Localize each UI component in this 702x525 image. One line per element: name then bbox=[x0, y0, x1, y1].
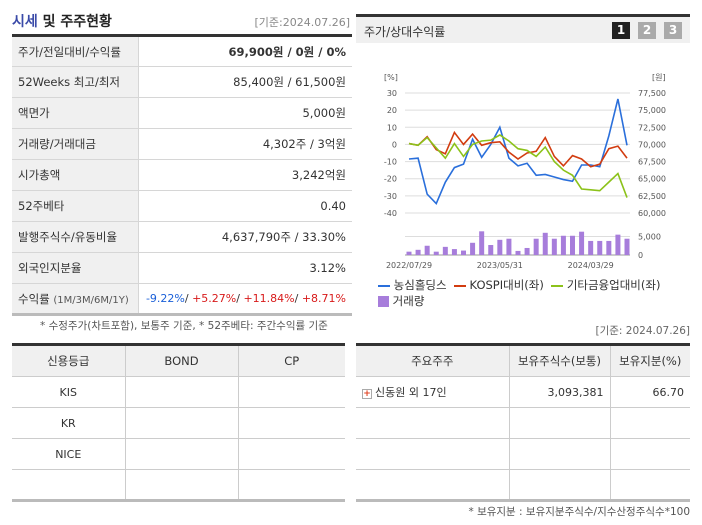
volume-bar bbox=[533, 238, 539, 255]
volume-bar bbox=[515, 250, 521, 255]
table-row-returns: 수익률 (1M/3M/6M/1Y) -9.22%/ +5.27%/ +11.84… bbox=[12, 283, 352, 315]
volume-bar bbox=[451, 249, 457, 255]
volume-bar bbox=[488, 245, 494, 255]
table-row: + 신동원 외 17인 3,093,381 66.70 bbox=[356, 376, 690, 408]
summary-note: * 수정주가(차트포함), 보통주 기준, * 52주베타: 주간수익률 기준 bbox=[40, 320, 328, 332]
table-row: 외국인지분율 3.12% bbox=[12, 252, 352, 284]
left-tick-label: 20 bbox=[387, 106, 397, 115]
price-summary-table: 주가/전일대비/수익률 69,900원 / 0원 / 0% 52Weeks 최고/… bbox=[12, 34, 352, 316]
table-row: KR bbox=[12, 407, 345, 439]
right-tick-label: 75,000 bbox=[638, 106, 666, 115]
volume-bar bbox=[461, 250, 466, 255]
volume-bar bbox=[470, 242, 476, 255]
left-tick-label: -40 bbox=[384, 209, 397, 218]
table-row: 액면가 5,000원 bbox=[12, 97, 352, 129]
table-row: 거래량/거래대금 4,302주 / 3억원 bbox=[12, 128, 352, 160]
right-tick-label: 65,000 bbox=[638, 175, 666, 184]
right-tick-label: 72,500 bbox=[638, 123, 666, 132]
table-row: 52Weeks 최고/최저 85,400원 / 61,500원 bbox=[12, 66, 352, 98]
volume-bar bbox=[506, 238, 512, 255]
chart-page-3-button[interactable]: 3 bbox=[664, 22, 682, 39]
table-row: KIS bbox=[12, 376, 345, 408]
volume-bar bbox=[415, 249, 421, 255]
series-line bbox=[408, 134, 628, 198]
table-row: 52주베타 0.40 bbox=[12, 190, 352, 222]
right-tick-label: 62,500 bbox=[638, 192, 666, 201]
chart-header: 주가/상대수익률 1 2 3 bbox=[356, 14, 690, 43]
table-row: NICE bbox=[12, 438, 345, 470]
volume-bar bbox=[497, 239, 503, 255]
holders-note: * 보유지분 : 보유지분주식수/지수산정주식수*100 bbox=[468, 506, 690, 518]
base-date: [기준:2024.07.26] bbox=[254, 16, 350, 29]
table-row bbox=[356, 438, 690, 470]
table-row bbox=[356, 407, 690, 439]
right-tick-label: 60,000 bbox=[638, 209, 666, 218]
volume-bar bbox=[579, 231, 585, 255]
table-row: 발행주식수/유동비율 4,637,790주 / 33.30% bbox=[12, 221, 352, 253]
holders-date: [기준: 2024.07.26] bbox=[595, 325, 690, 337]
legend-swatch bbox=[378, 284, 390, 287]
volume-bar bbox=[442, 246, 448, 255]
legend-swatch bbox=[551, 284, 564, 287]
x-tick-label: 2024/03/29 bbox=[568, 261, 614, 270]
series-line bbox=[408, 98, 628, 205]
volume-bar bbox=[524, 247, 530, 255]
volume-bar bbox=[424, 245, 430, 255]
chart-page-2-button[interactable]: 2 bbox=[638, 22, 656, 39]
volume-bar bbox=[597, 240, 603, 255]
volume-bar bbox=[624, 238, 630, 255]
legend-swatch bbox=[453, 284, 466, 287]
table-row bbox=[12, 469, 345, 501]
volume-tick-label: 0 bbox=[638, 251, 643, 260]
volume-bar bbox=[606, 240, 612, 255]
volume-bar bbox=[570, 235, 575, 255]
chart-legend: 농심홀딩스 KOSPI대비(좌) 기타금융업대비(좌) 거래량 bbox=[378, 277, 660, 309]
x-tick-label: 2023/05/31 bbox=[477, 261, 523, 270]
chart-page-1-button[interactable]: 1 bbox=[612, 22, 630, 39]
left-tick-label: -20 bbox=[384, 175, 397, 184]
left-tick-label: 30 bbox=[387, 89, 397, 98]
volume-bar bbox=[615, 234, 621, 255]
left-tick-label: -30 bbox=[384, 192, 397, 201]
volume-bar bbox=[479, 231, 485, 255]
volume-bar bbox=[433, 251, 439, 255]
left-tick-label: -10 bbox=[384, 158, 397, 167]
volume-bar bbox=[551, 238, 557, 255]
table-row: 시가총액 3,242억원 bbox=[12, 159, 352, 191]
credit-rating-table: 신용등급 BOND CP KIS KR NICE bbox=[12, 343, 345, 502]
volume-tick-label: 5,000 bbox=[638, 233, 661, 242]
right-tick-label: 77,500 bbox=[638, 89, 666, 98]
section-title: 시세 및 주주현황 bbox=[12, 14, 112, 30]
table-row: 주가/전일대비/수익률 69,900원 / 0원 / 0% bbox=[12, 35, 352, 67]
major-holders-table: 주요주주 보유주식수(보통) 보유지분(%) + 신동원 외 17인 3,093,381… bbox=[356, 343, 690, 502]
volume-bar bbox=[560, 235, 566, 255]
volume-bar bbox=[406, 251, 412, 255]
volume-bar bbox=[542, 232, 548, 255]
table-row bbox=[356, 469, 690, 501]
left-tick-label: 10 bbox=[387, 123, 397, 132]
expand-plus-icon[interactable]: + bbox=[362, 389, 372, 399]
chart-panel: 주가/상대수익률 1 2 3 bbox=[356, 14, 690, 304]
x-tick-label: 2022/07/29 bbox=[386, 261, 432, 270]
left-unit-label: [%] bbox=[384, 73, 398, 82]
series-line bbox=[408, 130, 628, 168]
price-chart: [%] [원] 30 77,500 20 75,000 10 72,500 0 70,000 -10… bbox=[384, 73, 666, 270]
right-unit-label: [원] bbox=[652, 73, 666, 82]
legend-swatch bbox=[378, 296, 389, 307]
right-tick-label: 70,000 bbox=[638, 140, 666, 149]
right-tick-label: 67,500 bbox=[638, 158, 666, 167]
left-tick-label: 0 bbox=[392, 140, 397, 149]
volume-bar bbox=[588, 240, 594, 255]
